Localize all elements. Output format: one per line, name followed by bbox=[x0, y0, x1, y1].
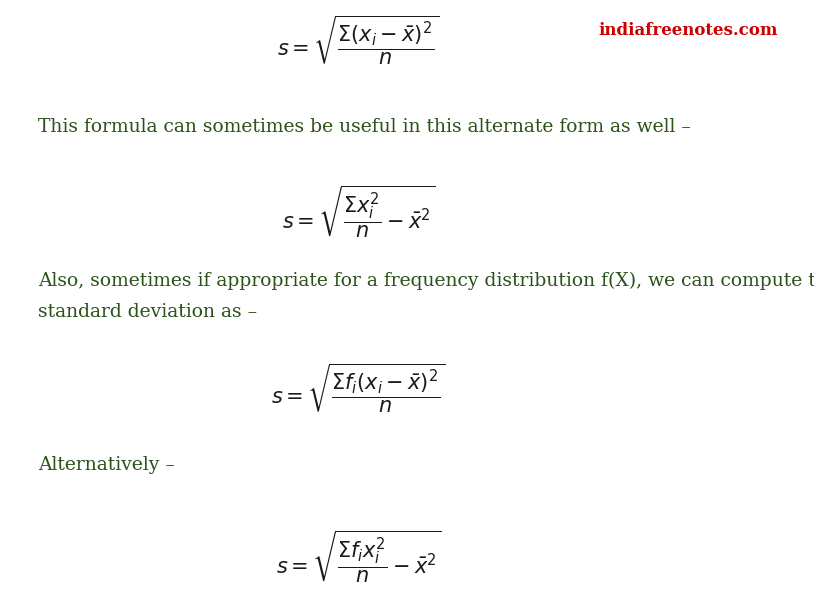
Text: $s = \sqrt{\dfrac{\Sigma f_i(x_i-\bar{x})^2}{n}}$: $s = \sqrt{\dfrac{\Sigma f_i(x_i-\bar{x}… bbox=[271, 361, 445, 414]
Text: Alternatively –: Alternatively – bbox=[38, 456, 175, 474]
Text: This formula can sometimes be useful in this alternate form as well –: This formula can sometimes be useful in … bbox=[38, 118, 691, 136]
Text: Also, sometimes if appropriate for a frequency distribution f(X), we can compute: Also, sometimes if appropriate for a fre… bbox=[38, 272, 814, 290]
Text: $s = \sqrt{\dfrac{\Sigma x_i^2}{n}-\bar{x}^2}$: $s = \sqrt{\dfrac{\Sigma x_i^2}{n}-\bar{… bbox=[282, 184, 435, 240]
Text: $s = \sqrt{\dfrac{\Sigma f_i x_i^2}{n}-\bar{x}^2}$: $s = \sqrt{\dfrac{\Sigma f_i x_i^2}{n}-\… bbox=[276, 528, 440, 585]
Text: $s = \sqrt{\dfrac{\Sigma(x_i-\bar{x})^2}{n}}$: $s = \sqrt{\dfrac{\Sigma(x_i-\bar{x})^2}… bbox=[277, 14, 440, 66]
Text: indiafreenotes.com: indiafreenotes.com bbox=[598, 22, 777, 39]
Text: standard deviation as –: standard deviation as – bbox=[38, 303, 257, 320]
